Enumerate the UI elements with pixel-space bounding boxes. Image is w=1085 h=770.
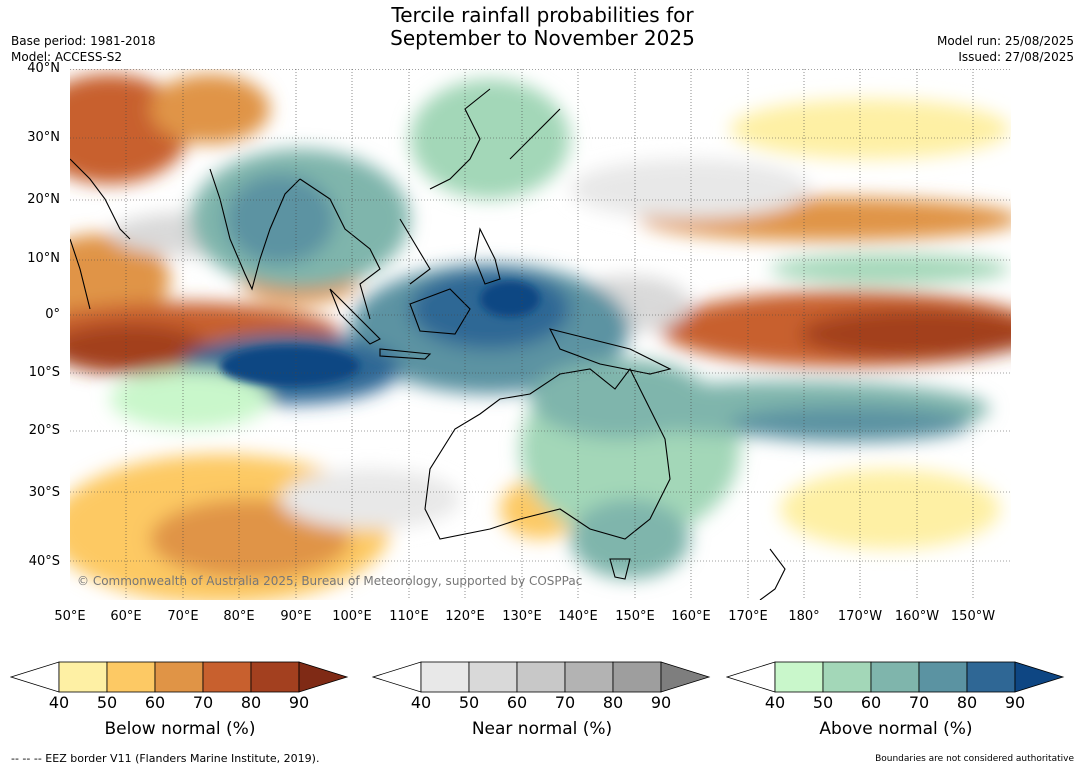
tick: 90: [650, 693, 672, 712]
graticule: [70, 69, 1011, 600]
colorbar-swatch: [202, 661, 252, 693]
lat-label: 10°N: [27, 251, 60, 266]
tick: 70: [554, 693, 576, 712]
rainfall-map: [70, 69, 1011, 600]
tick: 40: [764, 693, 786, 712]
colorbar-near: [371, 660, 712, 693]
coastlines: [70, 88, 786, 600]
lon-label: 100°E: [332, 609, 372, 624]
lon-label: 140°E: [558, 609, 598, 624]
lon-label: 90°E: [280, 609, 312, 624]
tick: 40: [410, 693, 432, 712]
lon-label: 60°E: [110, 609, 142, 624]
tick: 50: [458, 693, 480, 712]
lon-label: 180°: [788, 609, 820, 624]
colorbar-extend-high: [1014, 661, 1065, 693]
colorbar-swatch: [420, 661, 470, 693]
colorbar-below-label: Below normal (%): [104, 719, 256, 739]
lat-label: 40°N: [27, 61, 60, 76]
tick: 70: [192, 693, 214, 712]
tick: 80: [602, 693, 624, 712]
map-title: Tercile rainfall probabilities for Septe…: [0, 4, 1085, 50]
colorbar-above-label: Above normal (%): [819, 719, 973, 739]
model-text: Model: ACCESS-S2: [11, 50, 123, 64]
lon-label: 170°E: [728, 609, 768, 624]
colorbar-swatch: [154, 661, 204, 693]
tick: 80: [956, 693, 978, 712]
colorbar-extend-low: [371, 661, 422, 693]
lon-label: 160°E: [671, 609, 711, 624]
base-period-text: Base period: 1981-2018: [11, 34, 156, 48]
colorbar-below-ticks: 40 50 60 70 80 90: [10, 693, 350, 713]
tick: 60: [506, 693, 528, 712]
colorbar-extend-low: [9, 661, 60, 693]
meta-right: Model run: 25/08/2025 Issued: 27/08/2025: [937, 33, 1074, 65]
lat-label: 20°S: [28, 423, 60, 438]
colorbar-above: [725, 660, 1066, 693]
lon-label: 170°W: [837, 609, 883, 624]
tick: 50: [812, 693, 834, 712]
lon-label: 50°E: [54, 609, 86, 624]
colorbar-extend-high: [298, 661, 349, 693]
colorbar-swatch: [822, 661, 872, 693]
tick: 90: [1004, 693, 1026, 712]
lat-label: 30°S: [28, 485, 60, 500]
lon-label: 150°W: [950, 609, 996, 624]
lon-label: 160°W: [894, 609, 940, 624]
title-line-1: Tercile rainfall probabilities for: [391, 3, 694, 27]
colorbar-swatch: [250, 661, 300, 693]
colorbar-extend-low: [725, 661, 776, 693]
copyright-notice: © Commonwealth of Australia 2025, Bureau…: [77, 574, 583, 588]
tick: 60: [860, 693, 882, 712]
lon-label: 130°E: [502, 609, 542, 624]
colorbar-swatch: [966, 661, 1016, 693]
colorbar-swatch: [870, 661, 920, 693]
lon-label: 120°E: [445, 609, 485, 624]
tick: 50: [96, 693, 118, 712]
colorbar-near-ticks: 40 50 60 70 80 90: [372, 693, 712, 713]
lon-label: 150°E: [615, 609, 655, 624]
lat-label: 20°N: [27, 192, 60, 207]
colorbar-swatch: [106, 661, 156, 693]
colorbar-below: [9, 660, 350, 693]
lat-label: 10°S: [28, 365, 60, 380]
probability-field: [70, 74, 1011, 600]
colorbar-swatch: [58, 661, 108, 693]
colorbar-swatch: [918, 661, 968, 693]
tick: 90: [288, 693, 310, 712]
tick: 60: [144, 693, 166, 712]
colorbar-swatch: [516, 661, 566, 693]
footer-disclaimer: Boundaries are not considered authoritat…: [875, 754, 1074, 764]
tick: 80: [240, 693, 262, 712]
lon-label: 110°E: [389, 609, 429, 624]
lat-label: 0°: [45, 307, 60, 322]
colorbar-extend-high: [660, 661, 711, 693]
colorbar-swatch: [612, 661, 662, 693]
lon-label: 80°E: [223, 609, 255, 624]
issued-text: Issued: 27/08/2025: [958, 50, 1074, 64]
colorbar-swatch: [774, 661, 824, 693]
meta-left: Base period: 1981-2018 Model: ACCESS-S2: [11, 33, 156, 65]
tick: 40: [48, 693, 70, 712]
tick: 70: [908, 693, 930, 712]
lat-label: 40°S: [28, 554, 60, 569]
colorbar-swatch: [468, 661, 518, 693]
colorbar-swatch: [564, 661, 614, 693]
footer-eez-note: -- -- -- EEZ border V11 (Flanders Marine…: [11, 752, 320, 765]
map-canvas: [70, 69, 1011, 600]
lon-label: 70°E: [167, 609, 199, 624]
colorbar-near-label: Near normal (%): [471, 719, 613, 739]
title-line-2: September to November 2025: [390, 26, 695, 50]
lat-label: 30°N: [27, 130, 60, 145]
colorbar-above-ticks: 40 50 60 70 80 90: [726, 693, 1066, 713]
model-run-text: Model run: 25/08/2025: [936, 34, 1074, 48]
